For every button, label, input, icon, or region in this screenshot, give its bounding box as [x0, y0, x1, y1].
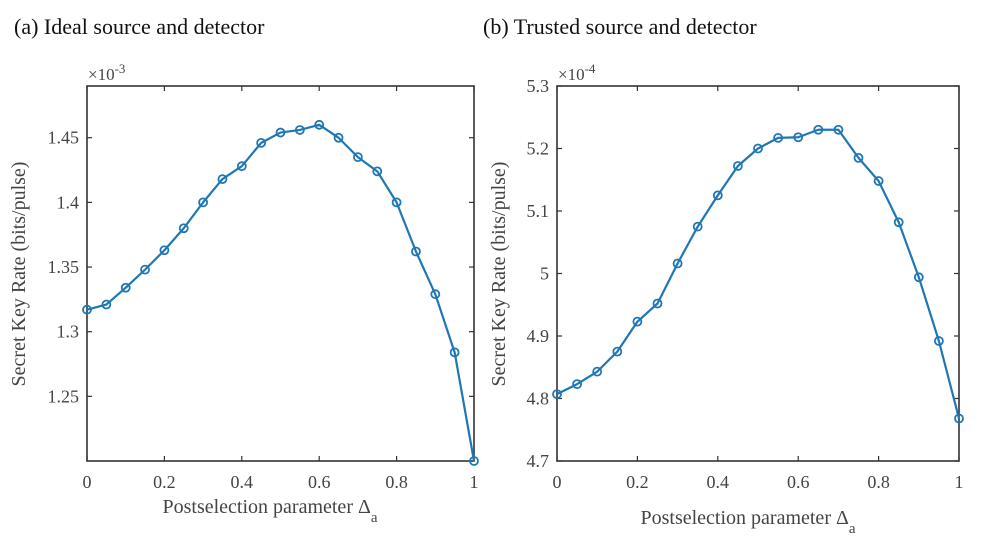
y-tick-label: 5.3	[527, 76, 550, 96]
data-point	[352, 152, 363, 163]
y-tick-label: 5	[540, 264, 549, 284]
x-tick-label: 0.4	[707, 472, 730, 492]
data-point	[913, 272, 924, 283]
data-point	[833, 124, 844, 135]
data-point	[773, 132, 783, 143]
y-tick-label: 1.35	[48, 257, 80, 277]
x-tick-label: 0.2	[153, 472, 176, 492]
data-point	[391, 197, 402, 208]
data-point	[954, 413, 964, 424]
y-tick-label: 1.4	[57, 192, 80, 212]
x-axis-label: Postselection parameter Δa	[162, 496, 377, 526]
data-point	[893, 217, 904, 228]
data-point	[236, 161, 247, 172]
x-tick-label: 0.8	[867, 472, 890, 492]
x-tick-label: 0.4	[231, 472, 254, 492]
panel-a-title: (a) Ideal source and detector	[14, 14, 265, 39]
data-point	[853, 152, 864, 163]
chart-panel-b: 0 0.2 0.4 0.6 0.8 1 4.7 4.8 4.9 5 5.1 5.2 5.3 ×10-4 Se…	[488, 61, 964, 537]
series-line	[86, 123, 476, 462]
data-point	[753, 143, 763, 154]
data-point	[793, 132, 804, 143]
data-point	[934, 336, 944, 346]
data-point	[612, 346, 623, 357]
x-tick-label: 0.6	[308, 472, 331, 492]
data-point	[873, 176, 884, 186]
data-point	[178, 223, 189, 234]
y-multiplier-label: ×10-3	[88, 61, 125, 84]
data-point	[692, 221, 703, 232]
y-tick-label: 5.2	[527, 139, 550, 159]
data-point	[652, 298, 663, 309]
data-point	[82, 304, 92, 315]
data-point	[469, 456, 479, 466]
data-point	[314, 119, 325, 130]
plot-frame	[86, 85, 475, 462]
x-tick-label: 0.2	[626, 472, 649, 492]
x-tick-label: 1	[955, 472, 964, 492]
data-point	[813, 124, 824, 135]
data-point	[372, 166, 383, 177]
data-point	[411, 246, 421, 257]
data-point	[712, 190, 723, 201]
x-tick-label: 0.6	[787, 472, 810, 492]
x-tick-label: 0.8	[385, 472, 408, 492]
y-axis-label: Secret Key Rate (bits/pulse)	[8, 162, 30, 387]
y-tick-label: 5.1	[527, 201, 550, 221]
data-point	[552, 389, 562, 400]
y-multiplier-label: ×10-4	[558, 61, 596, 84]
y-tick-label: 4.8	[527, 389, 550, 409]
x-tick-label: 0	[553, 472, 562, 492]
data-point	[733, 161, 743, 171]
data-point	[672, 258, 683, 269]
panel-b-title: (b) Trusted source and detector	[483, 14, 757, 39]
data-point	[120, 282, 131, 293]
x-tick-label: 0	[83, 472, 92, 492]
plot-frame	[556, 85, 960, 462]
data-point	[632, 316, 643, 327]
chart-panel-a: 0 0.2 0.4 0.6 0.8 1 1.25 1.3 1.35 1.4 1.45 ×10-3 Sec…	[8, 61, 479, 526]
x-tick-label: 1	[470, 472, 479, 492]
x-axis-label: Postselection parameter Δa	[640, 507, 855, 537]
data-point	[294, 125, 305, 135]
y-tick-label: 4.9	[527, 326, 550, 346]
data-point	[572, 379, 582, 390]
data-point	[159, 245, 170, 256]
y-tick-label: 1.3	[57, 322, 80, 342]
y-tick-label: 4.7	[527, 451, 550, 471]
y-axis-label: Secret Key Rate (bits/pulse)	[488, 162, 510, 387]
data-point	[140, 264, 150, 275]
y-tick-label: 1.25	[48, 386, 80, 406]
data-point	[430, 289, 441, 300]
data-point	[333, 132, 344, 143]
data-point	[592, 366, 603, 377]
data-point	[198, 197, 209, 208]
series-line	[556, 128, 961, 419]
data-point	[101, 299, 112, 310]
data-point	[275, 127, 286, 138]
data-point	[449, 347, 460, 358]
data-point	[217, 174, 228, 185]
y-tick-label: 1.45	[48, 128, 80, 148]
data-point	[256, 137, 267, 148]
